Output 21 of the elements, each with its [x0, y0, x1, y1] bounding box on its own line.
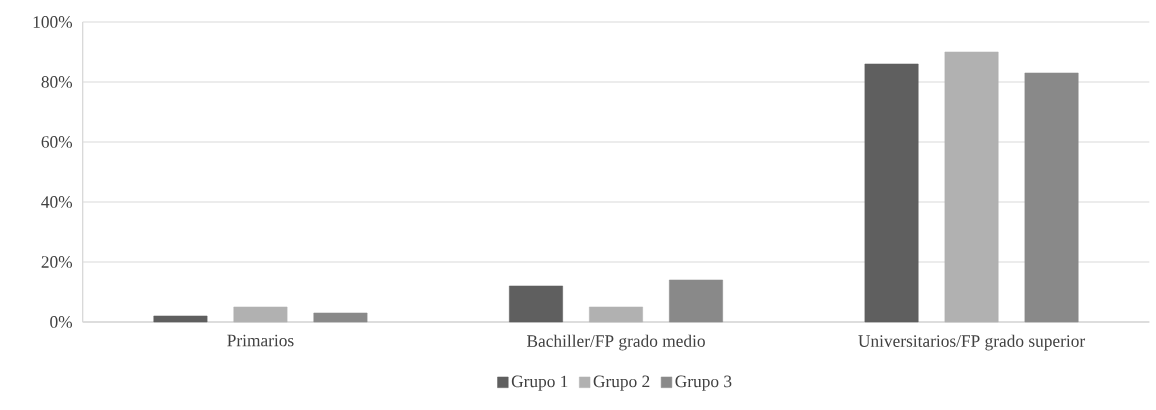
bar [233, 306, 288, 323]
legend-label: Grupo 1 [511, 375, 568, 391]
bar [313, 312, 368, 323]
x-tick-label: Primarios [227, 334, 294, 347]
bar [509, 285, 563, 323]
y-tick-label: 80% [41, 76, 73, 88]
x-tick-label: Bachiller/FP grado medio [526, 334, 705, 351]
bar [153, 315, 208, 323]
bar [589, 306, 643, 323]
y-tick-label: 0% [50, 316, 73, 328]
y-tick-label: 40% [41, 196, 73, 208]
legend-label: Grupo 2 [593, 375, 650, 391]
bar [669, 279, 723, 323]
bar [944, 51, 999, 323]
bar [864, 63, 919, 323]
y-tick-label: 100% [33, 16, 73, 28]
legend-label: Grupo 3 [675, 375, 732, 391]
y-tick-label: 60% [41, 136, 73, 148]
bar [1024, 72, 1079, 323]
x-tick-label: Universitarios/FP grado superior [858, 334, 1086, 351]
y-tick-label: 20% [41, 256, 73, 268]
